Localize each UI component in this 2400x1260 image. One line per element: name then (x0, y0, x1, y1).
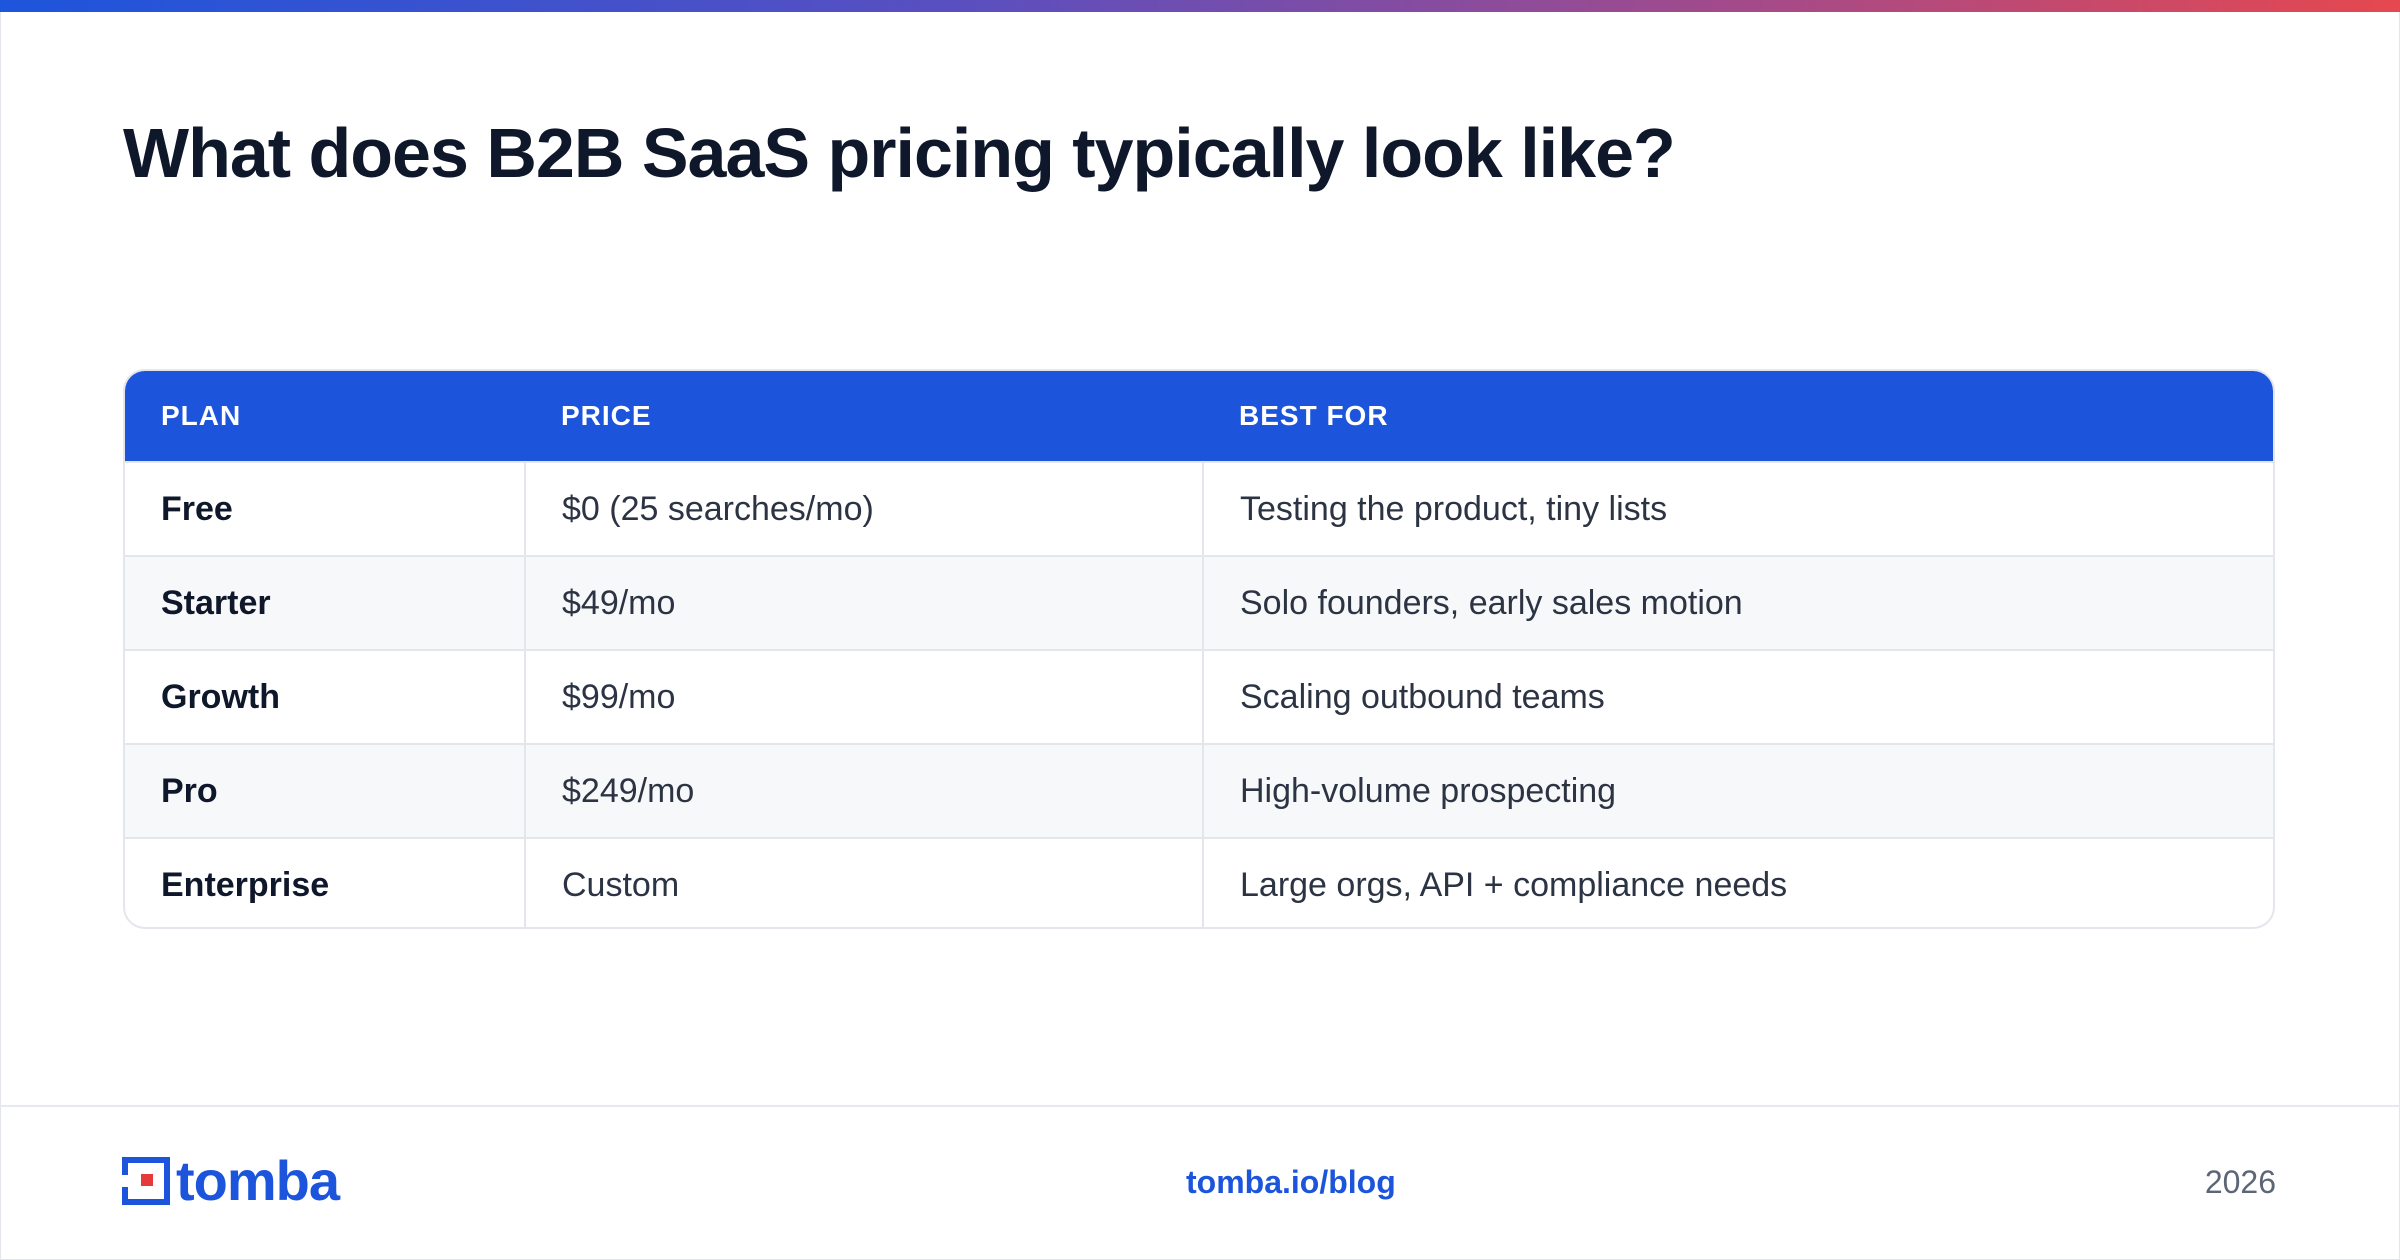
best-for-cell: Solo founders, early sales motion (1202, 555, 2273, 650)
column-header-plan: PLAN (161, 400, 242, 431)
table-row: Pro $249/mo High-volume prospecting (125, 743, 2273, 838)
plan-cell: Free (125, 461, 525, 556)
tomba-wordmark: tomba (176, 1149, 340, 1212)
table-header: PLAN PRICE BEST FOR (125, 371, 2273, 462)
pricing-table-card: PLAN PRICE BEST FOR Free $0 (25 searches… (123, 369, 2275, 929)
best-for-cell: Large orgs, API + compliance needs (1202, 837, 2273, 927)
price-cell: $249/mo (524, 743, 1203, 838)
price-cell: $99/mo (524, 649, 1203, 744)
table-row: Starter $49/mo Solo founders, early sale… (125, 555, 2273, 650)
page-title: What does B2B SaaS pricing typically loo… (123, 114, 1676, 192)
pricing-table: PLAN PRICE BEST FOR Free $0 (25 searches… (125, 371, 2273, 927)
column-header-price: PRICE (561, 400, 652, 431)
best-for-cell: High-volume prospecting (1202, 743, 2273, 838)
table-row: Enterprise Custom Large orgs, API + comp… (125, 837, 2273, 927)
plan-cell: Growth (125, 649, 525, 744)
top-gradient-bar (0, 0, 2400, 12)
plan-cell: Starter (125, 555, 525, 650)
table-row: Growth $99/mo Scaling outbound teams (125, 649, 2273, 744)
table-body: Free $0 (25 searches/mo) Testing the pro… (125, 461, 2273, 927)
best-for-cell: Scaling outbound teams (1202, 649, 2273, 744)
plan-cell: Enterprise (125, 837, 525, 927)
footer-divider (0, 1105, 2400, 1107)
price-cell: $0 (25 searches/mo) (524, 461, 1203, 556)
footer-year: 2026 (2204, 1164, 2276, 1200)
price-cell: $49/mo (524, 555, 1203, 650)
price-cell: Custom (524, 837, 1203, 927)
plan-cell: Pro (125, 743, 525, 838)
best-for-cell: Testing the product, tiny lists (1202, 461, 2273, 556)
blog-link[interactable]: tomba.io/blog (1186, 1164, 1396, 1200)
tomba-logo-icon (122, 1157, 170, 1205)
table-header-row: PLAN PRICE BEST FOR (125, 371, 2273, 462)
tomba-logo: tomba (122, 1149, 340, 1212)
table-row: Free $0 (25 searches/mo) Testing the pro… (125, 461, 2273, 556)
column-header-best-for: BEST FOR (1239, 400, 1389, 431)
